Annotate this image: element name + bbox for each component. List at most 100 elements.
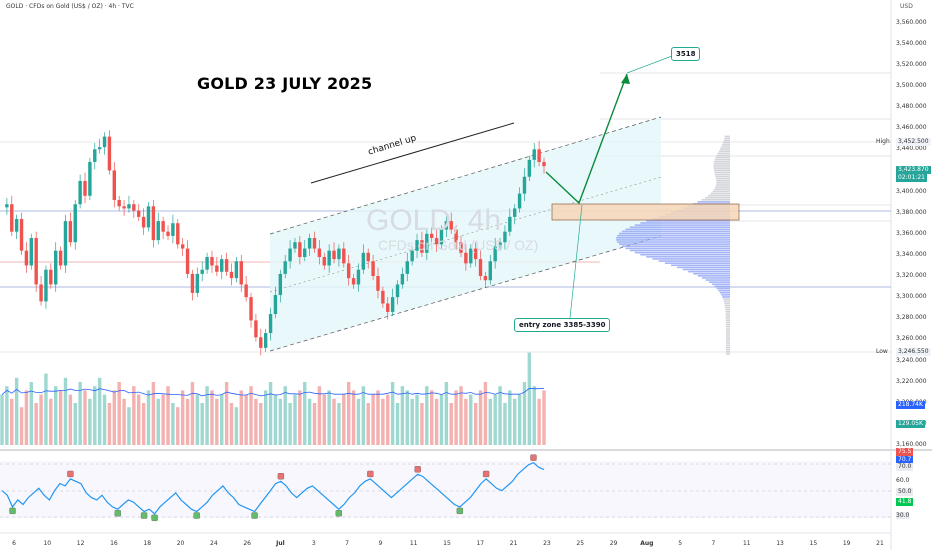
volume-profile-bar xyxy=(722,296,730,298)
volume-profile-bar xyxy=(705,196,730,199)
channel-trend-line[interactable] xyxy=(310,122,515,184)
candle-body xyxy=(49,269,53,285)
entry-zone-box[interactable] xyxy=(551,203,740,221)
candle-body xyxy=(249,297,253,321)
volume-bar xyxy=(195,394,200,445)
volume-bar xyxy=(205,386,209,445)
candle-body xyxy=(137,210,141,217)
volume-profile-bar xyxy=(677,266,730,269)
volume-profile-bar xyxy=(718,289,730,292)
candle-body xyxy=(283,261,287,274)
candle-body xyxy=(151,206,156,241)
projection-arrow[interactable] xyxy=(545,73,628,205)
candle-body xyxy=(390,297,395,312)
volume-profile-bar xyxy=(634,224,730,226)
time-tick: 21 xyxy=(876,540,884,547)
rsi-buy-marker[interactable] xyxy=(114,510,121,517)
volume-bar xyxy=(254,398,258,445)
volume-bar xyxy=(19,407,24,445)
currency-label: USD xyxy=(900,3,913,10)
candle-body xyxy=(473,248,478,260)
candle-body xyxy=(346,263,351,279)
volume-bar xyxy=(517,394,522,445)
time-tick: 26 xyxy=(243,540,251,547)
candle-body xyxy=(34,238,38,285)
volume-profile-bar xyxy=(721,294,730,296)
candle-body xyxy=(293,242,297,249)
rsi-sell-marker[interactable] xyxy=(67,470,74,478)
candle-body xyxy=(449,221,453,230)
channel-upper-line[interactable] xyxy=(269,116,662,235)
volume-profile-bar xyxy=(725,327,730,330)
rsi-sell-marker[interactable] xyxy=(277,473,285,480)
low-label: Low xyxy=(876,348,888,355)
rsi-sell-marker[interactable] xyxy=(482,470,490,478)
volume-profile-bar xyxy=(619,243,730,245)
volume-profile-bar xyxy=(724,304,730,307)
rsi-sell-marker[interactable] xyxy=(530,454,537,461)
volume-profile-bar xyxy=(723,300,730,302)
candle-body xyxy=(156,221,160,241)
volume-bar xyxy=(10,398,14,445)
volume-bar xyxy=(210,390,214,445)
volume-profile-bar xyxy=(708,194,730,197)
rsi-buy-marker[interactable] xyxy=(251,512,258,519)
candle-body xyxy=(444,221,449,230)
candle-body xyxy=(117,199,121,207)
candle-body xyxy=(68,221,73,243)
volume-profile-bar xyxy=(701,198,730,201)
price-tick: 3,220.000 xyxy=(896,377,927,385)
rsi-sell-marker[interactable] xyxy=(367,470,374,478)
volume-bar xyxy=(273,394,278,445)
volume-bar xyxy=(376,390,380,445)
time-tick: 11 xyxy=(742,540,751,547)
time-tick: 25 xyxy=(576,540,585,547)
volume-bar xyxy=(83,390,87,445)
rsi-buy-marker[interactable] xyxy=(193,512,200,519)
rsi-buy-marker[interactable] xyxy=(151,514,158,522)
candle-body xyxy=(73,204,77,243)
target-label[interactable]: 3518 xyxy=(671,47,701,61)
volume-bar xyxy=(317,386,322,445)
price-tick: 3,280.000 xyxy=(896,314,927,322)
volume-profile-bar xyxy=(621,230,730,233)
volume-bar xyxy=(14,377,19,445)
candle-body xyxy=(386,303,390,312)
volume-profile-bar xyxy=(719,148,730,150)
time-tick: 15 xyxy=(809,540,818,547)
volume-profile-bar xyxy=(705,279,730,281)
price-tick: 3,500.000 xyxy=(896,81,927,89)
time-tick: 18 xyxy=(143,540,152,547)
volume-bar xyxy=(488,398,492,445)
volume-profile-bar xyxy=(719,291,730,294)
volume-profile-bar xyxy=(713,169,730,172)
volume-bar xyxy=(425,386,429,445)
volume-profile-bar xyxy=(716,154,730,157)
entry-zone-label[interactable]: entry zone 3385-3390 xyxy=(514,318,611,332)
volume-bar xyxy=(190,382,195,445)
rsi-sell-marker[interactable] xyxy=(414,466,421,473)
volume-bar xyxy=(185,398,190,445)
volume-profile-bar xyxy=(725,342,730,345)
volume-bar xyxy=(503,403,507,445)
volume-profile-bar xyxy=(634,251,730,254)
price-tick: 3,560.000 xyxy=(896,18,927,26)
time-tick: Jul xyxy=(276,540,285,547)
volume-bar xyxy=(34,403,38,445)
rsi-buy-marker[interactable] xyxy=(456,507,463,515)
candle-body xyxy=(327,250,331,266)
price-tick: 3,480.000 xyxy=(896,103,927,111)
volume-profile-bar xyxy=(710,192,730,195)
volume-bar xyxy=(386,394,390,445)
channel-lower-line[interactable] xyxy=(269,235,662,352)
candle-body xyxy=(93,149,97,162)
candle-body xyxy=(493,246,497,262)
time-tick: 7 xyxy=(711,540,716,547)
rsi-buy-marker[interactable] xyxy=(140,512,148,519)
rsi-buy-marker[interactable] xyxy=(9,507,16,515)
volume-profile-bar xyxy=(725,344,730,347)
rsi-buy-marker[interactable] xyxy=(335,510,342,517)
candle-body xyxy=(415,240,419,251)
volume-bar xyxy=(0,394,4,445)
